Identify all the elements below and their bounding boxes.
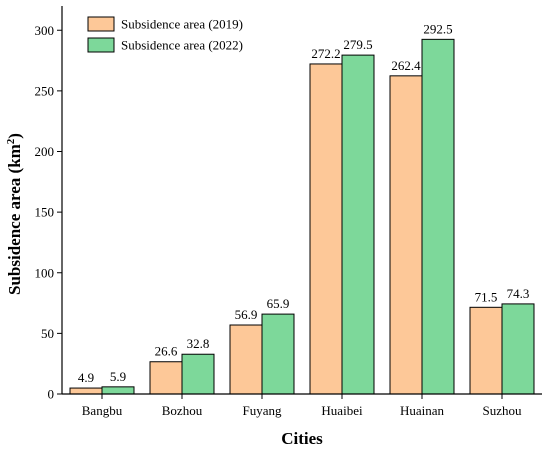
y-tick-label-250: 250 xyxy=(35,83,55,98)
data-label-2019-huainan: 262.4 xyxy=(391,58,421,73)
bar-2019-suzhou xyxy=(469,306,503,395)
bar-2022-fuyang xyxy=(261,313,295,395)
data-label-2022-huaibei: 279.5 xyxy=(343,37,372,52)
y-axis-title-main: Subsidence area (km xyxy=(5,144,24,295)
x-tick-label-huaibei: Huaibei xyxy=(321,403,363,418)
data-label-2022-huainan: 292.5 xyxy=(423,21,452,36)
bar-2022-suzhou xyxy=(501,303,535,395)
x-tick-label-bangbu: Bangbu xyxy=(82,403,123,418)
axes-group: 0 50 100 150 200 250 300 Bangbu Bozhou Fuyang Huai… xyxy=(35,6,542,418)
x-tick-label-fuyang: Fuyang xyxy=(243,403,283,418)
data-label-2022-suzhou: 74.3 xyxy=(507,286,530,301)
data-label-2019-huaibei: 272.2 xyxy=(311,46,340,61)
bar-2022-huaibei xyxy=(341,54,375,395)
bar-2022-huainan xyxy=(421,38,455,395)
y-tick-label-100: 100 xyxy=(35,265,55,280)
data-label-2019-fuyang: 56.9 xyxy=(235,307,258,322)
legend-label-2019: Subsidence area (2019) xyxy=(121,17,243,32)
x-tick-label-huainan: Huainan xyxy=(400,403,445,418)
legend-label-2022: Subsidence area (2022) xyxy=(121,38,243,53)
bar-2022-bangbu xyxy=(101,386,135,395)
y-axis-title-superscript: 2 xyxy=(5,138,17,144)
bar-2022-bozhou xyxy=(181,353,215,395)
bar-2019-bozhou xyxy=(149,361,183,395)
data-label-2019-bangbu: 4.9 xyxy=(78,370,94,385)
y-tick-label-50: 50 xyxy=(41,326,54,341)
y-tick-label-150: 150 xyxy=(35,205,55,220)
y-axis-title-end: ) xyxy=(5,133,24,139)
y-tick-label-200: 200 xyxy=(35,144,55,159)
data-label-2019-suzhou: 71.5 xyxy=(475,289,498,304)
y-tick-label-300: 300 xyxy=(35,23,55,38)
y-axis-title: Subsidence area (km2) xyxy=(5,133,24,295)
legend: Subsidence area (2019) Subsidence area (2… xyxy=(87,16,243,53)
y-tick-label-0: 0 xyxy=(48,387,55,402)
bars-group xyxy=(69,38,535,395)
x-tick-label-suzhou: Suzhou xyxy=(483,403,523,418)
legend-swatch-2019 xyxy=(87,16,115,32)
data-label-2022-bozhou: 32.8 xyxy=(187,336,210,351)
bar-2019-fuyang xyxy=(229,324,263,395)
x-tick-label-bozhou: Bozhou xyxy=(162,403,203,418)
bar-2019-huaibei xyxy=(309,63,343,395)
legend-swatch-2022 xyxy=(87,37,115,53)
data-label-2022-bangbu: 5.9 xyxy=(110,369,126,384)
bar-2019-huainan xyxy=(389,75,423,395)
data-label-2019-bozhou: 26.6 xyxy=(155,344,178,359)
x-axis-title: Cities xyxy=(281,429,323,448)
data-label-2022-fuyang: 65.9 xyxy=(267,296,290,311)
bar-2019-bangbu xyxy=(69,387,103,395)
